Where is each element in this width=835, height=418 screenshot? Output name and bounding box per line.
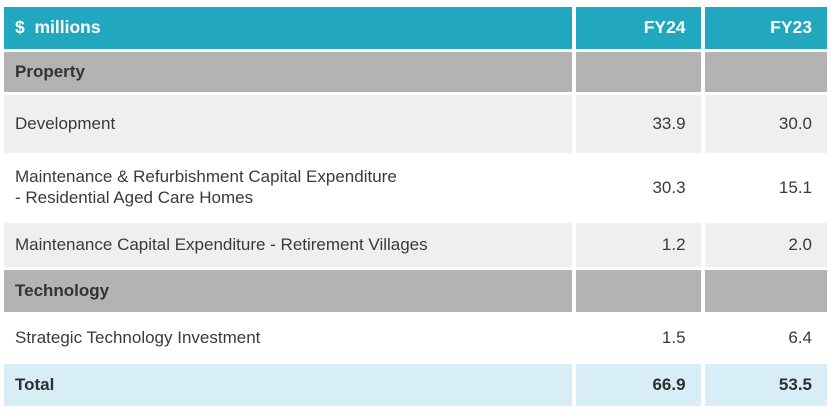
- header-units-label: $ millions: [4, 7, 573, 49]
- value-cell-fy23: 6.4: [704, 315, 827, 361]
- value-cell-fy24: [576, 52, 701, 92]
- header-fy24: FY24: [576, 7, 701, 49]
- section-label: Technology: [4, 270, 573, 312]
- section-row-technology: Technology: [4, 270, 827, 312]
- capex-table: $ millions FY24 FY23 Property Developmen…: [0, 4, 831, 409]
- row-label-line1: Maintenance & Refurbishment Capital Expe…: [15, 167, 397, 187]
- value-cell-fy24: 33.9: [576, 95, 701, 153]
- total-label: Total: [4, 364, 573, 406]
- value-cell-fy23: [704, 270, 827, 312]
- value-cell-fy24: [576, 270, 701, 312]
- value-cell-fy23: 30.0: [704, 95, 827, 153]
- table-row-total: Total 66.9 53.5: [4, 364, 827, 406]
- value-cell-fy23: 15.1: [704, 156, 827, 220]
- section-label: Property: [4, 52, 573, 92]
- value-cell-fy24: 1.5: [576, 315, 701, 361]
- value-cell-fy24: 1.2: [576, 223, 701, 267]
- total-value-fy23: 53.5: [704, 364, 827, 406]
- total-value-fy24: 66.9: [576, 364, 701, 406]
- section-row-property: Property: [4, 52, 827, 92]
- table-header-row: $ millions FY24 FY23: [4, 7, 827, 49]
- table-row-maintenance-retirement-villages: Maintenance Capital Expenditure - Retire…: [4, 223, 827, 267]
- row-label: Strategic Technology Investment: [4, 315, 573, 361]
- value-cell-fy24: 30.3: [576, 156, 701, 220]
- row-label: Maintenance & Refurbishment Capital Expe…: [4, 156, 573, 220]
- table-row-development: Development 33.9 30.0: [4, 95, 827, 153]
- header-fy23: FY23: [704, 7, 827, 49]
- row-label: Development: [4, 95, 573, 153]
- table-row-strategic-technology-investment: Strategic Technology Investment 1.5 6.4: [4, 315, 827, 361]
- row-label-line2: - Residential Aged Care Homes: [15, 188, 254, 207]
- value-cell-fy23: 2.0: [704, 223, 827, 267]
- row-label: Maintenance Capital Expenditure - Retire…: [4, 223, 573, 267]
- value-cell-fy23: [704, 52, 827, 92]
- table-row-maintenance-refurbishment: Maintenance & Refurbishment Capital Expe…: [4, 156, 827, 220]
